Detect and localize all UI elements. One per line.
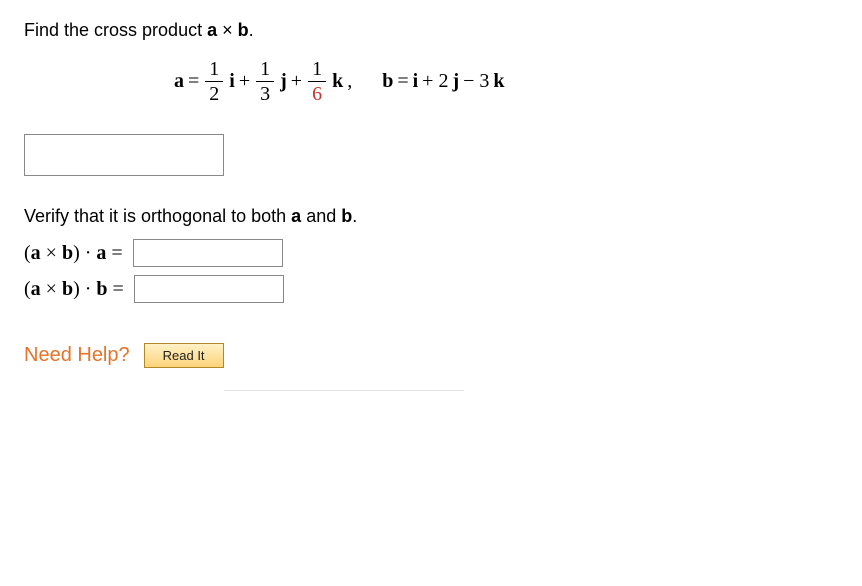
eq-sign-b: = — [397, 70, 408, 93]
vector-definitions: a = 1 2 i + 1 3 j + 1 6 k, b = i + 2j − … — [174, 59, 838, 104]
expr-axb-dot-b: (a × b) · b = — [24, 278, 124, 301]
frac-1-3: 1 3 — [256, 59, 274, 104]
dot-a-row: (a × b) · a = — [24, 239, 838, 267]
question-prompt: Find the cross product a × b. — [24, 20, 838, 41]
comma: , — [347, 70, 352, 93]
prompt-prefix: Find the cross product — [24, 20, 207, 40]
unit-k: k — [332, 70, 343, 93]
prompt-times: × — [217, 20, 238, 40]
frac-1-2: 1 2 — [205, 59, 223, 104]
read-it-button[interactable]: Read It — [144, 343, 224, 368]
dot-a-input[interactable] — [133, 239, 283, 267]
a-label: a — [174, 70, 184, 93]
vector-a: a = 1 2 i + 1 3 j + 1 6 k, — [174, 59, 352, 104]
b-minus: − 3 — [463, 70, 489, 93]
b-j: j — [452, 70, 459, 93]
verify-a: a — [291, 206, 301, 226]
verify-b: b — [341, 206, 352, 226]
b-k: k — [493, 70, 504, 93]
vector-b: b = i + 2j − 3k — [382, 70, 504, 93]
dot-b-input[interactable] — [134, 275, 284, 303]
prompt-b: b — [238, 20, 249, 40]
verify-and: and — [301, 206, 341, 226]
unit-j: j — [280, 70, 287, 93]
help-row: Need Help? Read It — [24, 343, 838, 368]
verify-suffix: . — [352, 206, 357, 226]
prompt-a: a — [207, 20, 217, 40]
b-i: i — [413, 70, 419, 93]
divider — [224, 390, 464, 391]
unit-i: i — [229, 70, 235, 93]
eq-sign: = — [188, 70, 199, 93]
b-plus: + 2 — [422, 70, 448, 93]
frac-1-6: 1 6 — [308, 59, 326, 104]
plus-1: + — [239, 70, 250, 93]
b-label: b — [382, 70, 393, 93]
dot-b-row: (a × b) · b = — [24, 275, 838, 303]
prompt-suffix: . — [249, 20, 254, 40]
plus-2: + — [291, 70, 302, 93]
verify-prefix: Verify that it is orthogonal to both — [24, 206, 291, 226]
expr-axb-dot-a: (a × b) · a = — [24, 242, 123, 265]
verify-prompt: Verify that it is orthogonal to both a a… — [24, 206, 838, 227]
need-help-label: Need Help? — [24, 344, 130, 367]
cross-product-input[interactable] — [24, 134, 224, 176]
